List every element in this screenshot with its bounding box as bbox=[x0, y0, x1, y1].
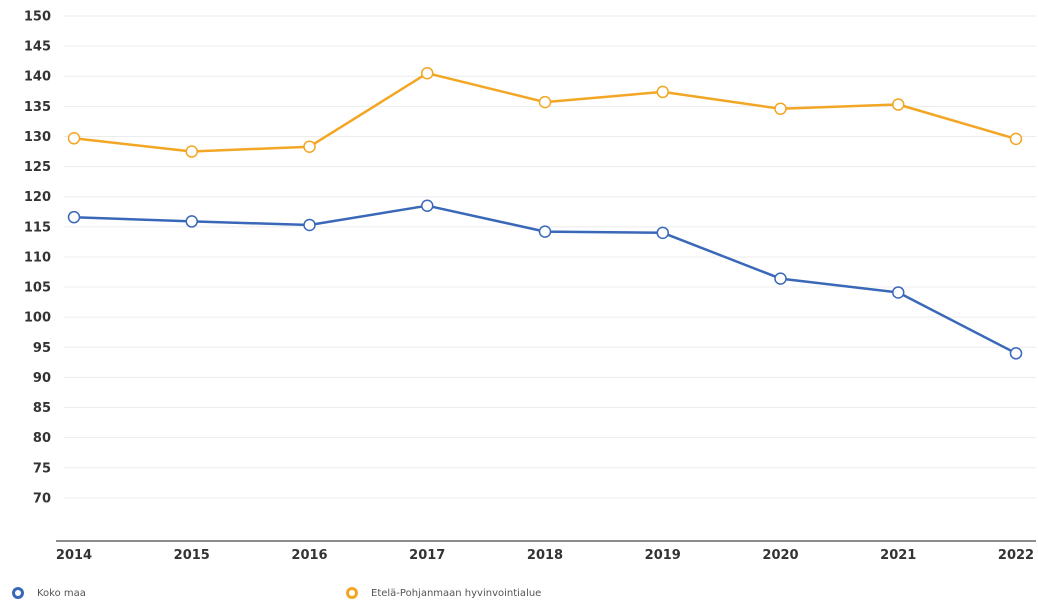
legend-marker-koko-maa bbox=[12, 587, 24, 599]
y-tick-label-85: 85 bbox=[33, 401, 51, 416]
y-tick-label-95: 95 bbox=[33, 341, 51, 356]
series-etela-pohjanmaan-hyvinvointialue bbox=[67, 66, 1023, 158]
y-tick-label-120: 120 bbox=[24, 190, 51, 205]
x-tick-label-2019: 2019 bbox=[645, 548, 681, 563]
y-tick-label-70: 70 bbox=[33, 491, 51, 506]
data-point-koko-maa-2016[interactable] bbox=[303, 218, 316, 232]
y-tick-label-145: 145 bbox=[24, 40, 51, 55]
grid-lines bbox=[64, 15, 1036, 499]
series-koko-maa bbox=[67, 199, 1023, 360]
y-tick-label-80: 80 bbox=[33, 431, 51, 446]
data-point-etela-pohjanmaan-hyvinvointialue-2014[interactable] bbox=[67, 132, 81, 145]
data-point-etela-pohjanmaan-hyvinvointialue-2016[interactable] bbox=[303, 140, 316, 153]
data-point-koko-maa-2021[interactable] bbox=[892, 286, 905, 299]
data-point-koko-maa-2019[interactable] bbox=[656, 226, 669, 240]
y-tick-label-130: 130 bbox=[24, 130, 51, 145]
data-point-etela-pohjanmaan-hyvinvointialue-2020[interactable] bbox=[774, 102, 787, 116]
legend-item-etela-pohjanmaan[interactable]: Etelä-Pohjanmaan hyvinvointialue bbox=[346, 582, 541, 604]
data-point-etela-pohjanmaan-hyvinvointialue-2021[interactable] bbox=[892, 98, 905, 111]
data-point-koko-maa-2017[interactable] bbox=[421, 199, 434, 212]
data-point-etela-pohjanmaan-hyvinvointialue-2019[interactable] bbox=[656, 85, 669, 99]
data-point-koko-maa-2020[interactable] bbox=[774, 272, 787, 285]
x-tick-label-2014: 2014 bbox=[56, 548, 92, 563]
y-tick-label-150: 150 bbox=[24, 10, 51, 25]
x-tick-label-2022: 2022 bbox=[998, 548, 1034, 563]
data-point-etela-pohjanmaan-hyvinvointialue-2022[interactable] bbox=[1009, 132, 1023, 146]
y-tick-label-135: 135 bbox=[24, 100, 51, 115]
chart-plot: 70 75 80 85 90 95 100 105 110 115 120 125 130 135 140 1… bbox=[24, 10, 1036, 563]
legend-label-etela-pohjanmaan: Etelä-Pohjanmaan hyvinvointialue bbox=[371, 587, 542, 599]
data-point-koko-maa-2014[interactable] bbox=[67, 210, 81, 224]
data-point-koko-maa-2022[interactable] bbox=[1009, 347, 1023, 360]
y-tick-label-115: 115 bbox=[24, 220, 51, 235]
series-line-etela-pohjanmaan-hyvinvointialue bbox=[72, 71, 1018, 153]
data-point-etela-pohjanmaan-hyvinvointialue-2015[interactable] bbox=[185, 145, 198, 158]
series-layer bbox=[67, 66, 1023, 360]
x-tick-label-2020: 2020 bbox=[762, 548, 798, 563]
legend-item-koko-maa[interactable]: Koko maa bbox=[12, 582, 86, 604]
x-tick-label-2016: 2016 bbox=[291, 548, 327, 563]
y-tick-label-110: 110 bbox=[24, 250, 51, 265]
y-tick-label-90: 90 bbox=[33, 371, 51, 386]
y-axis-tick-labels: 70 75 80 85 90 95 100 105 110 115 120 125 130 135 140 1… bbox=[24, 10, 51, 507]
data-point-koko-maa-2018[interactable] bbox=[538, 225, 552, 238]
x-tick-label-2017: 2017 bbox=[409, 548, 445, 563]
data-point-etela-pohjanmaan-hyvinvointialue-2018[interactable] bbox=[538, 95, 552, 109]
y-tick-label-125: 125 bbox=[24, 160, 51, 175]
legend: Koko maa Etelä-Pohjanmaan hyvinvointialu… bbox=[0, 582, 1038, 605]
x-tick-label-2018: 2018 bbox=[527, 548, 563, 563]
x-tick-label-2021: 2021 bbox=[880, 548, 916, 563]
y-tick-label-100: 100 bbox=[24, 311, 51, 326]
y-tick-label-140: 140 bbox=[24, 70, 51, 85]
x-axis: 2014 2015 2016 2017 2018 2019 2020 2021 2022 bbox=[56, 540, 1036, 563]
y-tick-label-105: 105 bbox=[24, 281, 51, 296]
legend-marker-etela-pohjanmaan bbox=[346, 587, 358, 599]
data-point-koko-maa-2015[interactable] bbox=[185, 215, 198, 228]
y-tick-label-75: 75 bbox=[33, 461, 51, 476]
x-tick-label-2015: 2015 bbox=[174, 548, 210, 563]
legend-label-koko-maa: Koko maa bbox=[37, 587, 86, 599]
data-point-etela-pohjanmaan-hyvinvointialue-2017[interactable] bbox=[421, 66, 434, 80]
